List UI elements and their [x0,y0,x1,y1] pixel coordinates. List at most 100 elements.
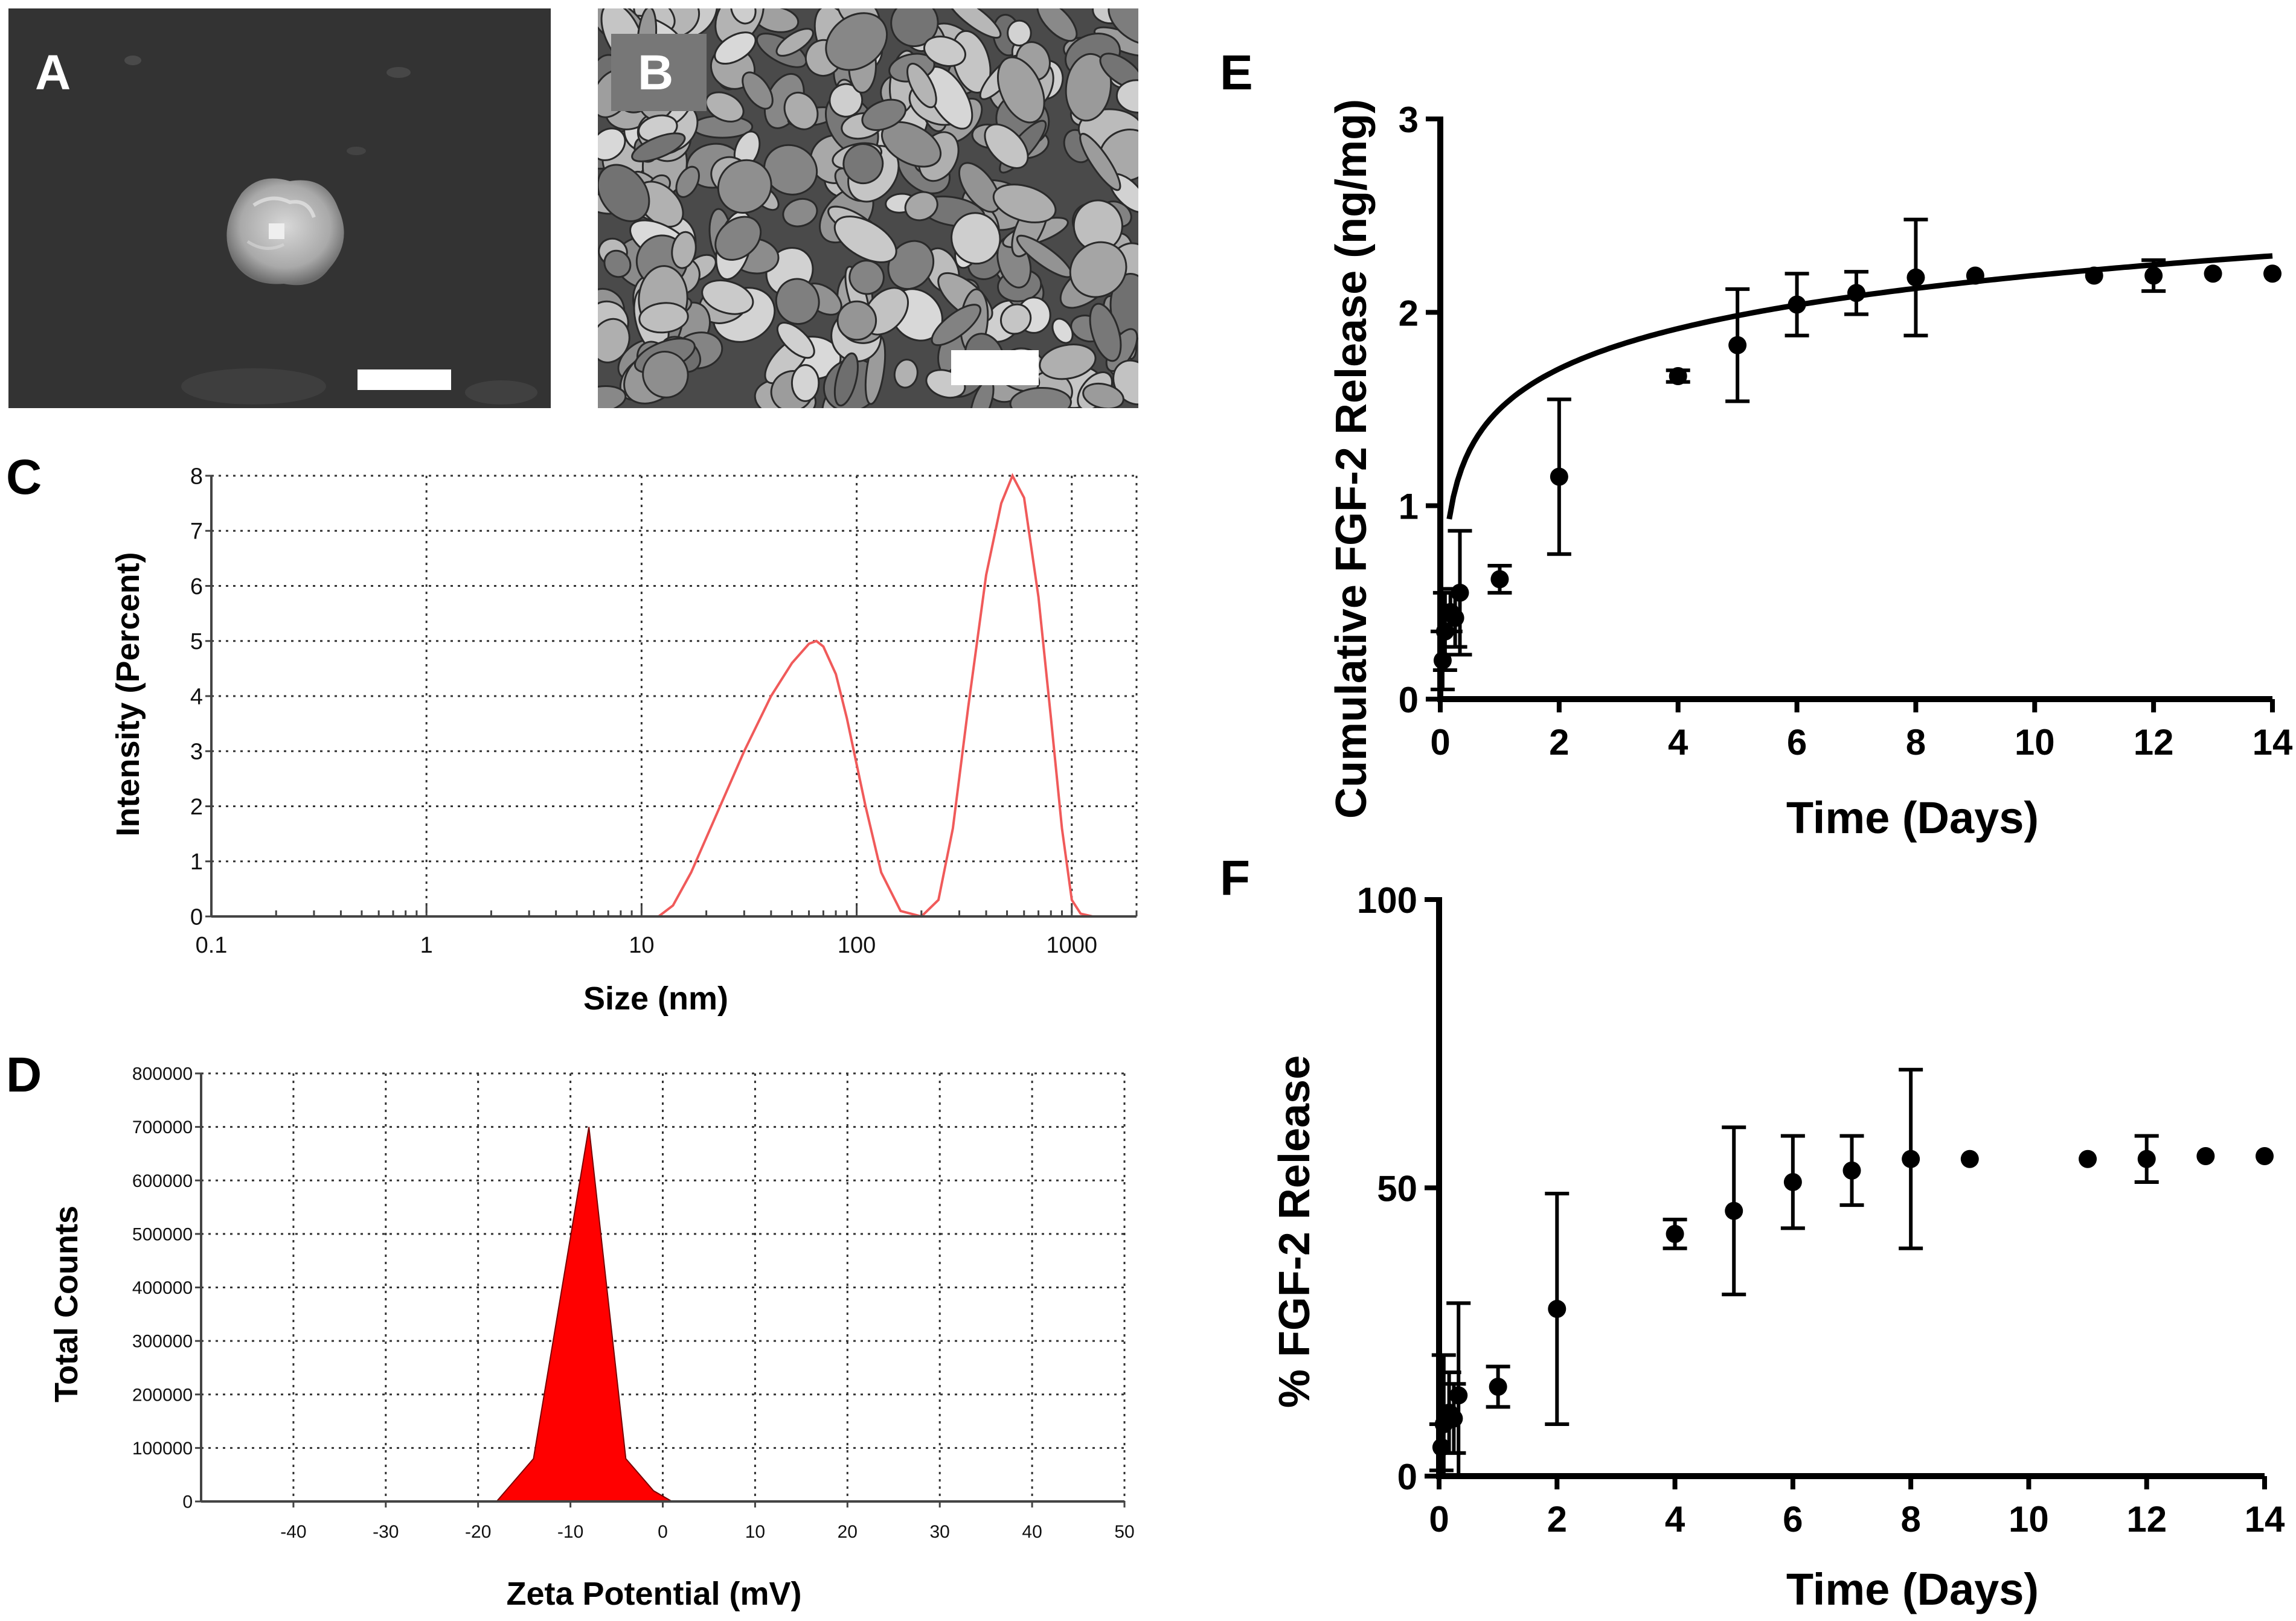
y-tick-label: 500000 [132,1224,193,1244]
data-point [1783,1172,1802,1191]
sem-grain [947,8,1002,39]
y-tick-label: 0 [182,1492,193,1512]
data-point [1451,583,1469,602]
sem-grain [829,83,864,118]
x-tick-label: 6 [1787,722,1807,763]
y-tick-label: 200000 [132,1385,193,1405]
sem-grain [775,28,814,57]
data-point [1960,1149,1979,1168]
sem-grain [1039,344,1097,380]
sem-grain [999,303,1032,335]
sem-grain [598,164,650,222]
sem-grain [598,318,630,363]
x-tick-label: 2 [1549,722,1569,763]
data-point [1449,1386,1468,1405]
sem-grain [833,216,897,263]
sem-grain [931,304,982,347]
data-point [1550,467,1568,486]
x-tick-label: -20 [465,1522,491,1542]
x-tick-label: -10 [557,1522,583,1542]
panel-c: C 0.1 1 10 100 1000 0 1 2 3 4 5 6 7 8 Size (nm) Inten… [6,450,1138,1017]
y-tick-label: 1 [190,849,203,875]
data-point [1669,367,1687,386]
sem-grain [1089,302,1122,362]
x-tick-label: 100 [838,933,876,958]
sem-grain [992,184,1057,223]
sem-grain [1051,318,1074,344]
panel-f: F 0 2 4 6 8 10 12 14 0 50 100 Time (Days) % FGF-2 … [1220,851,2285,1614]
data-point [1966,266,1984,285]
y-tick-label: 1 [1399,487,1419,527]
y-tick-label: 50 [1377,1169,1417,1209]
chart-d-xlabel: Zeta Potential (mV) [506,1576,801,1612]
sem-grain [1036,8,1078,42]
x-tick-label: 10 [629,933,654,958]
sem-grain [717,159,772,214]
sem-grain [790,364,820,402]
x-tick-label: 50 [1114,1522,1134,1542]
panel-label-d: D [6,1047,42,1102]
sem-grain [893,359,919,389]
sem-grain [775,278,820,325]
sem-grain [701,279,754,315]
data-point [1725,1201,1743,1220]
data-point [1902,1149,1920,1168]
sem-grain [1065,53,1112,122]
sem-grain [598,385,627,408]
x-tick-label: 2 [1547,1499,1567,1539]
y-tick-label: 0 [1399,680,1419,720]
sem-image-single-particle [8,8,551,408]
y-tick-label: 3 [190,740,203,765]
sem-grain [671,231,697,269]
chart-size-distribution: 0.1 1 10 100 1000 0 1 2 3 4 5 6 7 8 [190,464,1138,958]
x-tick-label: 10 [2009,1499,2049,1539]
sem-grain [631,132,686,162]
data-point [1842,1161,1861,1180]
data-point [2137,1149,2156,1168]
x-tick-label: -30 [373,1522,399,1542]
y-tick-label: 300000 [132,1332,193,1352]
data-point [1433,651,1452,670]
sem-grain [825,12,888,71]
x-tick-label: 1000 [1047,933,1098,958]
x-tick-label: 12 [2126,1499,2167,1539]
x-tick-label: 0 [658,1522,668,1542]
x-tick-label: 0 [1429,1499,1449,1539]
y-tick-label: 8 [190,464,203,489]
panel-label-b: B [638,45,673,100]
panel-label-c: C [6,450,42,505]
data-point [2085,266,2103,285]
y-tick-label: 6 [190,574,203,599]
scale-bar-b [951,350,1039,385]
data-point [1728,336,1747,354]
panel-label-f: F [1220,851,1250,906]
sem-grain [1009,386,1072,408]
sem-grain [675,165,700,198]
sem-grain [763,144,818,196]
y-tick-label: 3 [1399,100,1419,140]
x-tick-label: 10 [745,1522,765,1542]
panel-label-a: A [35,45,71,100]
y-tick-label: 600000 [132,1171,193,1191]
sem-grain [1007,19,1032,46]
data-point [1666,1224,1684,1243]
data-point [2196,1146,2215,1165]
sem-grain [1108,8,1138,45]
sem-grain [984,123,1029,169]
panel-b: B [598,8,1138,408]
data-point [1788,295,1806,314]
chart-f-ylabel: % FGF-2 Release [1271,1055,1319,1408]
chart-c-ylabel: Intensity (Percent) [110,552,146,836]
x-tick-label: 1 [420,933,433,958]
sem-grain [958,162,1001,213]
sem-grain [836,300,877,341]
y-tick-label: 800000 [132,1064,193,1084]
x-tick-label: 8 [1906,722,1926,763]
sem-grain [1069,241,1127,298]
sem-grain [848,260,885,295]
y-tick-label: 700000 [132,1117,193,1137]
sem-grain [782,197,818,228]
sem-grain [730,8,757,25]
data-point [2079,1149,2097,1168]
x-tick-label: 12 [2134,722,2174,763]
